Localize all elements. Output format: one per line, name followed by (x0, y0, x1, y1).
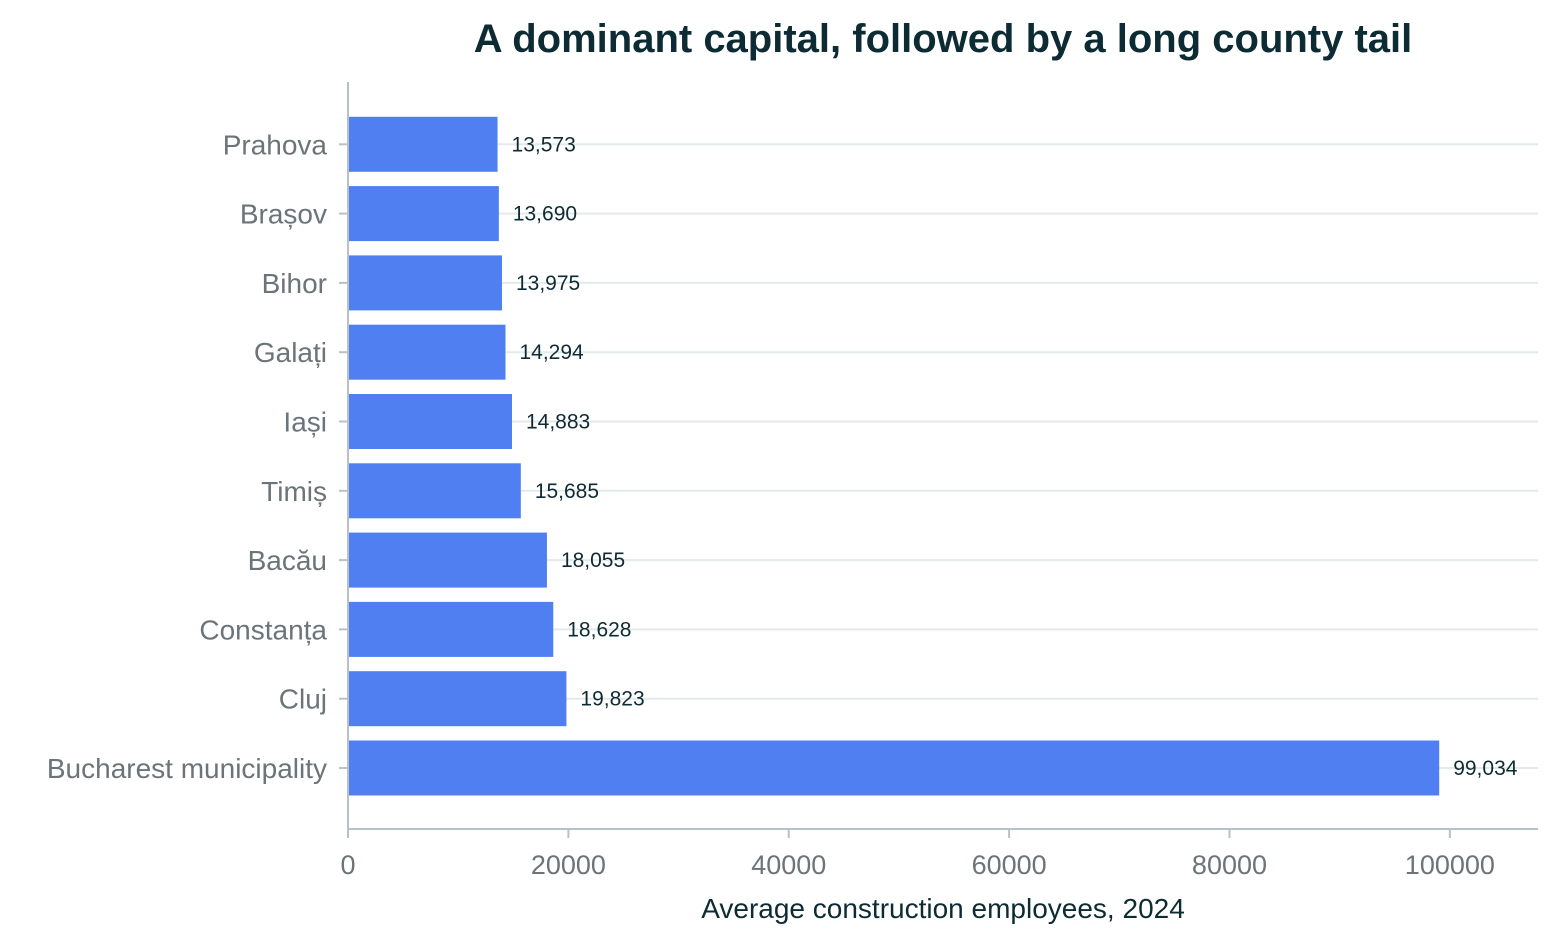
data-label: 99,034 (1453, 757, 1518, 780)
bar (349, 671, 567, 727)
bar (349, 601, 554, 657)
data-label: 13,573 (512, 133, 576, 156)
x-tick-label: 100000 (1405, 850, 1495, 880)
data-label: 14,883 (526, 411, 590, 434)
bar (349, 186, 499, 242)
x-tick-label: 20000 (531, 850, 606, 880)
y-tick-label: Bacău (248, 545, 327, 576)
y-tick-label: Bihor (262, 268, 327, 299)
bar (349, 324, 506, 380)
y-tick-label: Galați (254, 337, 327, 368)
y-tick-label: Iași (283, 407, 327, 438)
bar (349, 532, 547, 588)
bar (349, 394, 512, 449)
x-tick-label: 0 (340, 850, 355, 880)
data-label: 13,690 (513, 203, 577, 226)
data-label: 13,975 (516, 272, 580, 295)
bar (349, 255, 502, 311)
x-tick-label: 80000 (1192, 850, 1267, 880)
y-axis: Bucharest municipality Cluj Constanța Bacău… (47, 82, 349, 829)
y-tick-label: Timiș (261, 476, 327, 507)
data-label: 14,294 (519, 341, 584, 364)
bar (349, 740, 1440, 796)
y-tick-label: Prahova (223, 129, 328, 160)
y-tick-label: Brașov (240, 199, 327, 230)
bars (349, 116, 1440, 796)
x-axis-title: Average construction employees, 2024 (701, 893, 1185, 924)
x-tick-label: 60000 (972, 850, 1047, 880)
y-tick-label: Constanța (199, 614, 327, 645)
data-label: 18,055 (561, 549, 625, 572)
bar (349, 463, 521, 519)
data-label: 18,628 (567, 618, 631, 641)
data-label: 19,823 (580, 688, 644, 711)
x-tick-label: 40000 (751, 850, 826, 880)
y-tick-label: Cluj (279, 684, 327, 715)
y-tick-label: Bucharest municipality (47, 753, 327, 784)
bar (349, 116, 498, 172)
data-labels: 99,034 19,823 18,628 18,055 15,685 14,883 14,2… (512, 133, 1518, 780)
x-axis: 0 20000 40000 60000 80000 100000 (340, 828, 1538, 880)
chart-title: A dominant capital, followed by a long c… (474, 17, 1413, 61)
data-label: 15,685 (535, 480, 599, 503)
